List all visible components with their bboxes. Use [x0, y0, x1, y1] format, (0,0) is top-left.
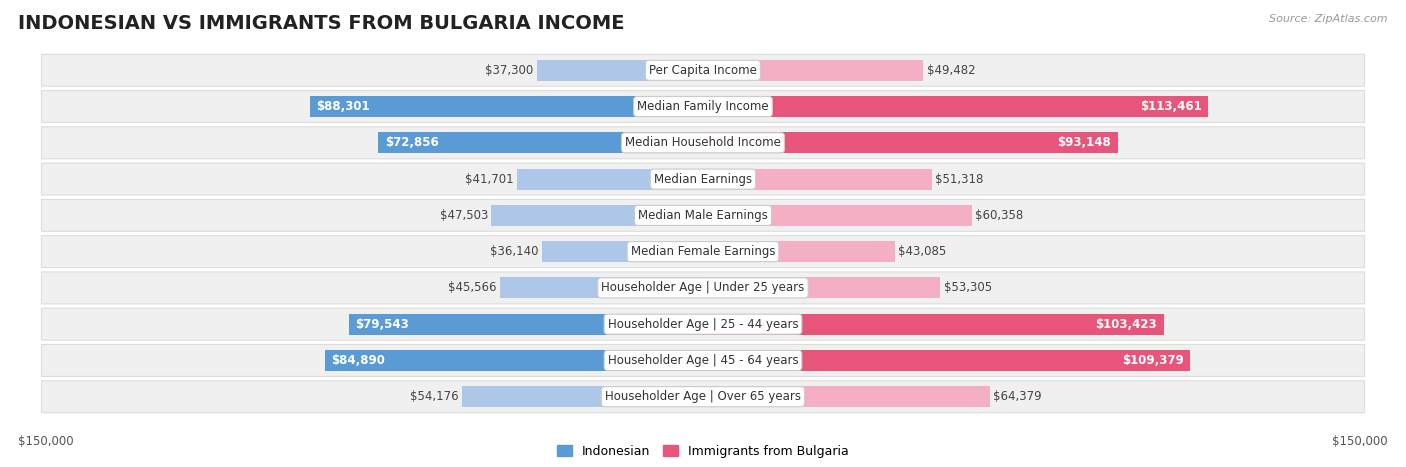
FancyBboxPatch shape [42, 381, 1364, 413]
Text: Source: ZipAtlas.com: Source: ZipAtlas.com [1270, 14, 1388, 24]
Bar [703, 169, 932, 190]
Bar [309, 96, 703, 117]
Bar [703, 96, 1208, 117]
Bar [703, 386, 990, 407]
Text: Householder Age | Over 65 years: Householder Age | Over 65 years [605, 390, 801, 403]
Bar [703, 350, 1191, 371]
Bar [541, 241, 703, 262]
Text: Median Family Income: Median Family Income [637, 100, 769, 113]
Text: $150,000: $150,000 [18, 435, 75, 448]
Text: $84,890: $84,890 [332, 354, 385, 367]
Text: INDONESIAN VS IMMIGRANTS FROM BULGARIA INCOME: INDONESIAN VS IMMIGRANTS FROM BULGARIA I… [18, 14, 624, 33]
Text: $88,301: $88,301 [316, 100, 370, 113]
Text: $53,305: $53,305 [943, 282, 991, 294]
Text: $103,423: $103,423 [1095, 318, 1157, 331]
Text: $93,148: $93,148 [1057, 136, 1111, 149]
Text: Householder Age | Under 25 years: Householder Age | Under 25 years [602, 282, 804, 294]
Text: $37,300: $37,300 [485, 64, 533, 77]
Text: $43,085: $43,085 [898, 245, 946, 258]
Bar [703, 314, 1164, 335]
Text: $64,379: $64,379 [993, 390, 1042, 403]
Bar [703, 60, 924, 81]
Text: Median Female Earnings: Median Female Earnings [631, 245, 775, 258]
Bar [703, 205, 972, 226]
Bar [349, 314, 703, 335]
Bar [517, 169, 703, 190]
Bar [703, 132, 1118, 153]
Text: $150,000: $150,000 [1331, 435, 1388, 448]
Text: $41,701: $41,701 [465, 173, 515, 185]
Bar [537, 60, 703, 81]
Text: $79,543: $79,543 [356, 318, 409, 331]
Text: $36,140: $36,140 [491, 245, 538, 258]
Text: $54,176: $54,176 [409, 390, 458, 403]
Text: $49,482: $49,482 [927, 64, 976, 77]
FancyBboxPatch shape [42, 163, 1364, 195]
FancyBboxPatch shape [42, 54, 1364, 86]
Text: Median Earnings: Median Earnings [654, 173, 752, 185]
Bar [325, 350, 703, 371]
Bar [703, 241, 896, 262]
Text: $113,461: $113,461 [1140, 100, 1202, 113]
Bar [703, 277, 941, 298]
Text: $45,566: $45,566 [449, 282, 496, 294]
Bar [378, 132, 703, 153]
Text: $109,379: $109,379 [1122, 354, 1184, 367]
Bar [461, 386, 703, 407]
FancyBboxPatch shape [42, 308, 1364, 340]
Text: $60,358: $60,358 [976, 209, 1024, 222]
Text: Householder Age | 45 - 64 years: Householder Age | 45 - 64 years [607, 354, 799, 367]
Legend: Indonesian, Immigrants from Bulgaria: Indonesian, Immigrants from Bulgaria [553, 439, 853, 463]
Text: Per Capita Income: Per Capita Income [650, 64, 756, 77]
Text: $51,318: $51,318 [935, 173, 983, 185]
FancyBboxPatch shape [42, 236, 1364, 268]
Text: $72,856: $72,856 [385, 136, 439, 149]
FancyBboxPatch shape [42, 199, 1364, 231]
Text: Median Male Earnings: Median Male Earnings [638, 209, 768, 222]
FancyBboxPatch shape [42, 127, 1364, 159]
Bar [501, 277, 703, 298]
Text: Householder Age | 25 - 44 years: Householder Age | 25 - 44 years [607, 318, 799, 331]
Text: $47,503: $47,503 [440, 209, 488, 222]
FancyBboxPatch shape [42, 272, 1364, 304]
FancyBboxPatch shape [42, 345, 1364, 376]
FancyBboxPatch shape [42, 91, 1364, 122]
Text: Median Household Income: Median Household Income [626, 136, 780, 149]
Bar [491, 205, 703, 226]
